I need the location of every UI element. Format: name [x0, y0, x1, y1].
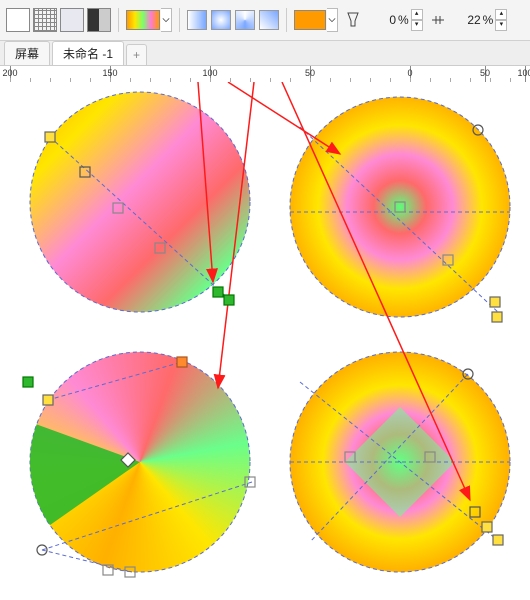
spread-icon[interactable] — [427, 9, 449, 31]
separator — [179, 8, 180, 32]
toolbar: 0 % ▴▾ 22 % ▴▾ — [0, 0, 530, 41]
opacity-field[interactable]: 0 % ▴▾ — [368, 9, 423, 31]
chevron-down-icon[interactable] — [327, 8, 338, 32]
spread-suffix: % — [483, 13, 494, 27]
annotation-arrow — [228, 82, 340, 154]
gradient-conic-icon[interactable] — [235, 10, 255, 30]
glass-icon[interactable] — [342, 9, 364, 31]
gradient-handle[interactable] — [482, 522, 492, 532]
gradient-circle[interactable] — [30, 92, 250, 312]
pattern-group — [6, 8, 111, 32]
separator — [118, 8, 119, 32]
ruler-label: 50 — [305, 68, 315, 78]
spread-value: 22 — [453, 13, 481, 27]
color-swatch-dropdown[interactable] — [294, 8, 338, 32]
tab-add-button[interactable]: + — [126, 44, 147, 65]
gradient-handle[interactable] — [43, 395, 53, 405]
gradient-handle[interactable] — [213, 287, 223, 297]
gradient-radial-icon[interactable] — [211, 10, 231, 30]
color-swatch[interactable] — [294, 10, 326, 30]
chevron-down-icon[interactable] — [161, 8, 172, 32]
fill-swatch[interactable] — [126, 10, 160, 30]
gradient-linear-icon[interactable] — [187, 10, 207, 30]
gradient-handle[interactable] — [45, 132, 55, 142]
separator — [286, 8, 287, 32]
ruler-label: 100 — [517, 68, 530, 78]
pattern-grid-icon[interactable] — [33, 8, 57, 32]
ruler-label: 100 — [202, 68, 217, 78]
pattern-none-icon[interactable] — [6, 8, 30, 32]
tab-untitled[interactable]: 未命名 -1 — [52, 41, 124, 65]
opacity-suffix: % — [398, 13, 409, 27]
gradient-square-icon[interactable] — [259, 10, 279, 30]
gradient-handle[interactable] — [493, 535, 503, 545]
gradient-handle[interactable] — [177, 357, 187, 367]
app-window: 0 % ▴▾ 22 % ▴▾ 屏幕 未命名 -1 + 200 150 100 50 0 5… — [0, 0, 530, 600]
tab-label: 未命名 -1 — [63, 47, 113, 61]
gradient-handle[interactable] — [23, 377, 33, 387]
canvas-svg[interactable] — [0, 82, 530, 600]
ruler-label: 200 — [2, 68, 17, 78]
opacity-value: 0 — [368, 13, 396, 27]
opacity-spinner[interactable]: ▴▾ — [411, 9, 423, 31]
gradient-handle[interactable] — [490, 297, 500, 307]
plus-icon: + — [133, 48, 140, 62]
gradient-circle[interactable] — [290, 97, 510, 317]
spread-field[interactable]: 22 % ▴▾ — [453, 9, 508, 31]
tab-label: 屏幕 — [15, 47, 39, 61]
fill-swatch-dropdown[interactable] — [126, 8, 172, 32]
canvas[interactable] — [0, 82, 530, 600]
tab-screen[interactable]: 屏幕 — [4, 41, 50, 65]
ruler-label: 0 — [407, 68, 412, 78]
gradient-handle[interactable] — [492, 312, 502, 322]
ruler-label: 150 — [102, 68, 117, 78]
ruler-label: 50 — [480, 68, 490, 78]
pattern-twotone-icon[interactable] — [87, 8, 111, 32]
gradient-type-group — [187, 10, 279, 30]
spread-spinner[interactable]: ▴▾ — [495, 9, 507, 31]
gradient-handle[interactable] — [224, 295, 234, 305]
pattern-ornament-icon[interactable] — [60, 8, 84, 32]
document-tabbar: 屏幕 未命名 -1 + — [0, 41, 530, 66]
